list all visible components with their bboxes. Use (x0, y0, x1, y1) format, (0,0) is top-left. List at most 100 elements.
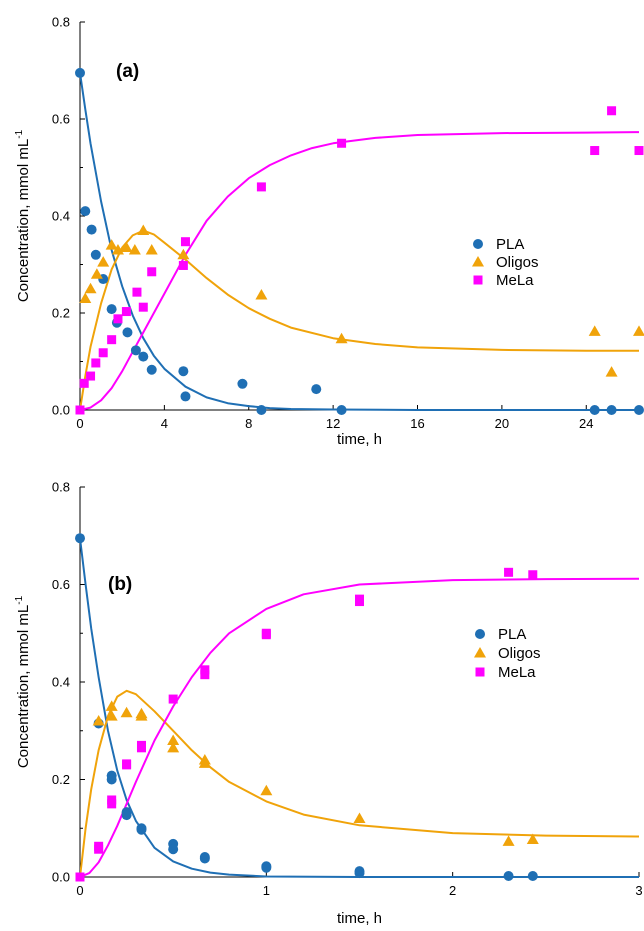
x-axis-title: time, h (337, 910, 382, 927)
data-point-mela (180, 237, 190, 247)
data-point-oligos (105, 710, 118, 721)
data-point-pla (136, 824, 147, 835)
data-point-oligos (526, 833, 539, 844)
data-point-mela (113, 314, 123, 324)
data-point-pla (634, 405, 644, 415)
x-tick-label: 12 (326, 416, 340, 431)
data-point-mela (138, 302, 148, 312)
data-point-oligos (137, 224, 150, 236)
legend-label-mela: MeLa (496, 272, 534, 289)
data-point-pla (354, 868, 365, 879)
x-tick-label: 24 (579, 416, 593, 431)
data-point-mela (634, 146, 644, 156)
data-point-pla (199, 853, 210, 864)
data-point-pla (261, 862, 272, 873)
data-point-oligos (105, 239, 118, 250)
series-oligos (92, 700, 539, 846)
data-point-oligos (633, 325, 644, 336)
data-point-oligos (135, 707, 148, 719)
data-point-mela (98, 348, 108, 358)
data-point-pla (75, 533, 85, 544)
data-point-oligos (128, 243, 141, 255)
data-point-mela (136, 743, 146, 753)
data-point-mela (94, 844, 104, 854)
x-tick-label: 0 (76, 416, 83, 431)
data-point-oligos (167, 734, 180, 745)
x-tick-label: 3 (635, 883, 642, 898)
x-tick-label: 20 (495, 416, 509, 431)
panel-label: (a) (116, 61, 139, 82)
data-point-mela (107, 799, 117, 809)
legend-marker-oligos (472, 256, 484, 267)
data-point-pla (237, 378, 248, 389)
y-tick-label: 0.8 (52, 480, 70, 495)
legend-label-pla: PLA (496, 236, 524, 253)
y-tick-label: 0.4 (52, 675, 70, 690)
legend-label-mela: MeLa (498, 664, 536, 681)
x-axis-title: time, h (337, 431, 382, 448)
data-point-pla (256, 405, 267, 415)
data-point-oligos (84, 282, 97, 294)
y-tick-label: 0.2 (52, 772, 70, 787)
data-point-mela (75, 405, 85, 415)
data-point-pla (121, 810, 132, 821)
data-point-oligos (167, 741, 180, 753)
data-point-mela (178, 260, 188, 270)
data-point-pla (180, 391, 191, 402)
data-point-mela (107, 335, 117, 345)
data-point-oligos (335, 332, 348, 344)
data-point-oligos (353, 812, 366, 823)
data-point-pla (130, 345, 141, 356)
data-point-pla (606, 405, 617, 415)
y-axis-title: Concentration, mmol mL-1 (14, 595, 32, 768)
data-point-oligos (588, 325, 601, 336)
data-point-mela (607, 106, 617, 116)
data-point-mela (91, 358, 101, 368)
data-point-mela (337, 138, 347, 148)
data-point-pla (527, 871, 538, 882)
y-tick-label: 0.4 (52, 209, 70, 224)
y-tick-label: 0.0 (52, 403, 70, 418)
panel-b: 0.0 0.2 0.4 0.6 0.8 0 1 2 3 time, h Concentration,… (14, 480, 643, 928)
data-point-pla (80, 206, 91, 217)
x-tick-label: 16 (410, 416, 424, 431)
data-point-oligos (92, 715, 105, 726)
data-point-oligos (177, 248, 190, 260)
data-point-mela (590, 146, 600, 156)
model-curve-pla (80, 72, 639, 411)
data-point-oligos (90, 268, 103, 279)
data-point-pla (589, 405, 600, 415)
data-point-pla (146, 364, 157, 375)
series-mela (75, 567, 538, 882)
data-point-pla (75, 67, 85, 78)
model-curve-oligos (80, 229, 639, 411)
data-point-oligos (120, 241, 133, 253)
data-point-oligos (120, 706, 133, 718)
data-point-pla (168, 844, 179, 855)
panel-a: 0.0 0.2 0.4 0.6 0.8 0 4 8 12 16 20 24 time, h Concent… (14, 15, 644, 448)
panel-label: (b) (108, 574, 132, 595)
data-point-pla (122, 327, 133, 338)
model-curve-oligos (80, 689, 639, 878)
data-point-pla (106, 304, 117, 315)
data-point-pla (138, 351, 149, 362)
legend-marker-oligos (474, 647, 486, 658)
series-oligos (79, 224, 644, 377)
data-point-oligos (97, 256, 110, 267)
legend-marker-mela (473, 275, 483, 285)
data-point-mela (121, 307, 131, 317)
data-point-oligos (105, 700, 118, 711)
y-tick-label: 0.8 (52, 15, 70, 30)
data-point-oligos (145, 243, 158, 255)
y-tick-label: 0.2 (52, 306, 70, 321)
x-tick-label: 8 (245, 416, 252, 431)
data-point-pla (86, 224, 97, 235)
x-tick-label: 2 (449, 883, 456, 898)
legend-marker-pla (475, 629, 485, 639)
data-point-oligos (255, 289, 268, 300)
data-point-mela (504, 567, 514, 577)
data-point-mela (528, 570, 538, 580)
model-curve-pla (80, 538, 639, 878)
y-tick-label: 0.0 (52, 870, 70, 885)
